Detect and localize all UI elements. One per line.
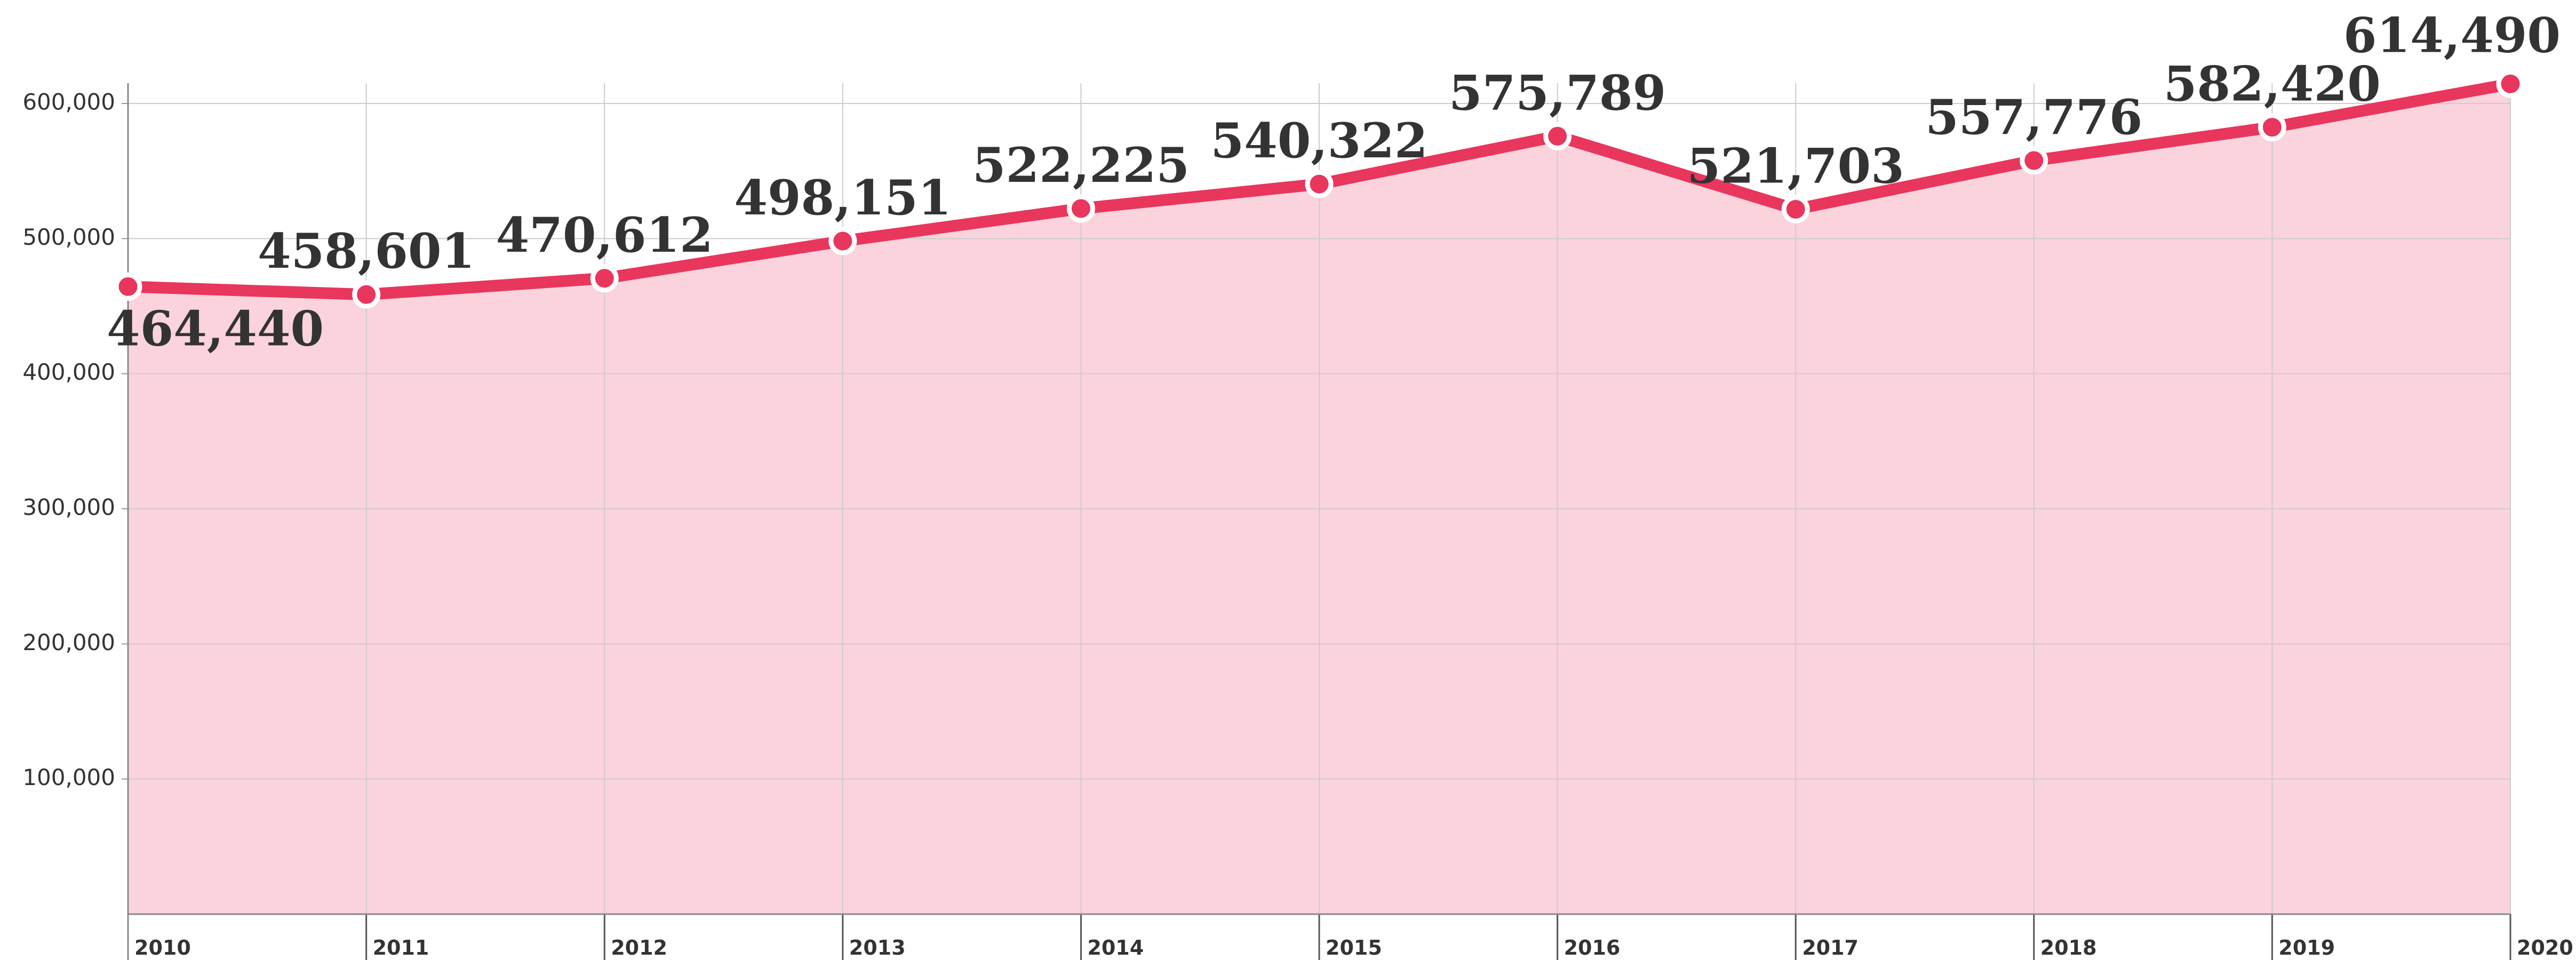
point xyxy=(2496,69,2525,98)
value-label: 575,789 xyxy=(1449,65,1666,121)
value-label: 540,322 xyxy=(1210,113,1427,169)
x-tick-label: 2019 xyxy=(2278,936,2335,959)
point xyxy=(828,227,857,255)
value-label: 522,225 xyxy=(972,137,1190,194)
point xyxy=(1305,170,1334,198)
x-tick-label: 2016 xyxy=(1564,936,1621,959)
x-tick-label: 2012 xyxy=(611,936,667,959)
value-label: 557,776 xyxy=(1925,89,2142,146)
x-tick-label: 2015 xyxy=(1326,936,1382,959)
point xyxy=(1066,194,1095,223)
value-label: 458,601 xyxy=(258,223,475,279)
value-label: 464,440 xyxy=(107,300,324,357)
x-tick-label: 2010 xyxy=(134,936,191,959)
y-tick-label: 300,000 xyxy=(22,494,115,521)
point xyxy=(114,272,142,301)
value-label: 498,151 xyxy=(734,170,951,226)
point xyxy=(1781,195,1810,223)
point xyxy=(590,264,619,293)
y-tick-label: 600,000 xyxy=(22,89,115,115)
value-label: 614,490 xyxy=(2343,7,2561,63)
point xyxy=(2258,113,2286,142)
y-tick-label: 200,000 xyxy=(22,629,115,655)
point xyxy=(2020,146,2048,175)
x-tick-label: 2013 xyxy=(849,936,906,959)
value-label: 582,420 xyxy=(2164,56,2381,113)
x-tick-label: 2020 xyxy=(2517,936,2573,959)
x-tick-label: 2017 xyxy=(1802,936,1859,959)
y-tick-label: 100,000 xyxy=(22,764,115,790)
y-tick-label: 400,000 xyxy=(22,359,115,385)
x-tick-label: 2014 xyxy=(1087,936,1144,959)
point xyxy=(1543,122,1572,150)
y-tick-label: 500,000 xyxy=(22,224,115,250)
value-label: 521,703 xyxy=(1687,138,1904,194)
x-tick-label: 2011 xyxy=(373,936,429,959)
value-label: 470,612 xyxy=(496,207,713,263)
point xyxy=(352,280,381,309)
x-tick-label: 2018 xyxy=(2040,936,2097,959)
